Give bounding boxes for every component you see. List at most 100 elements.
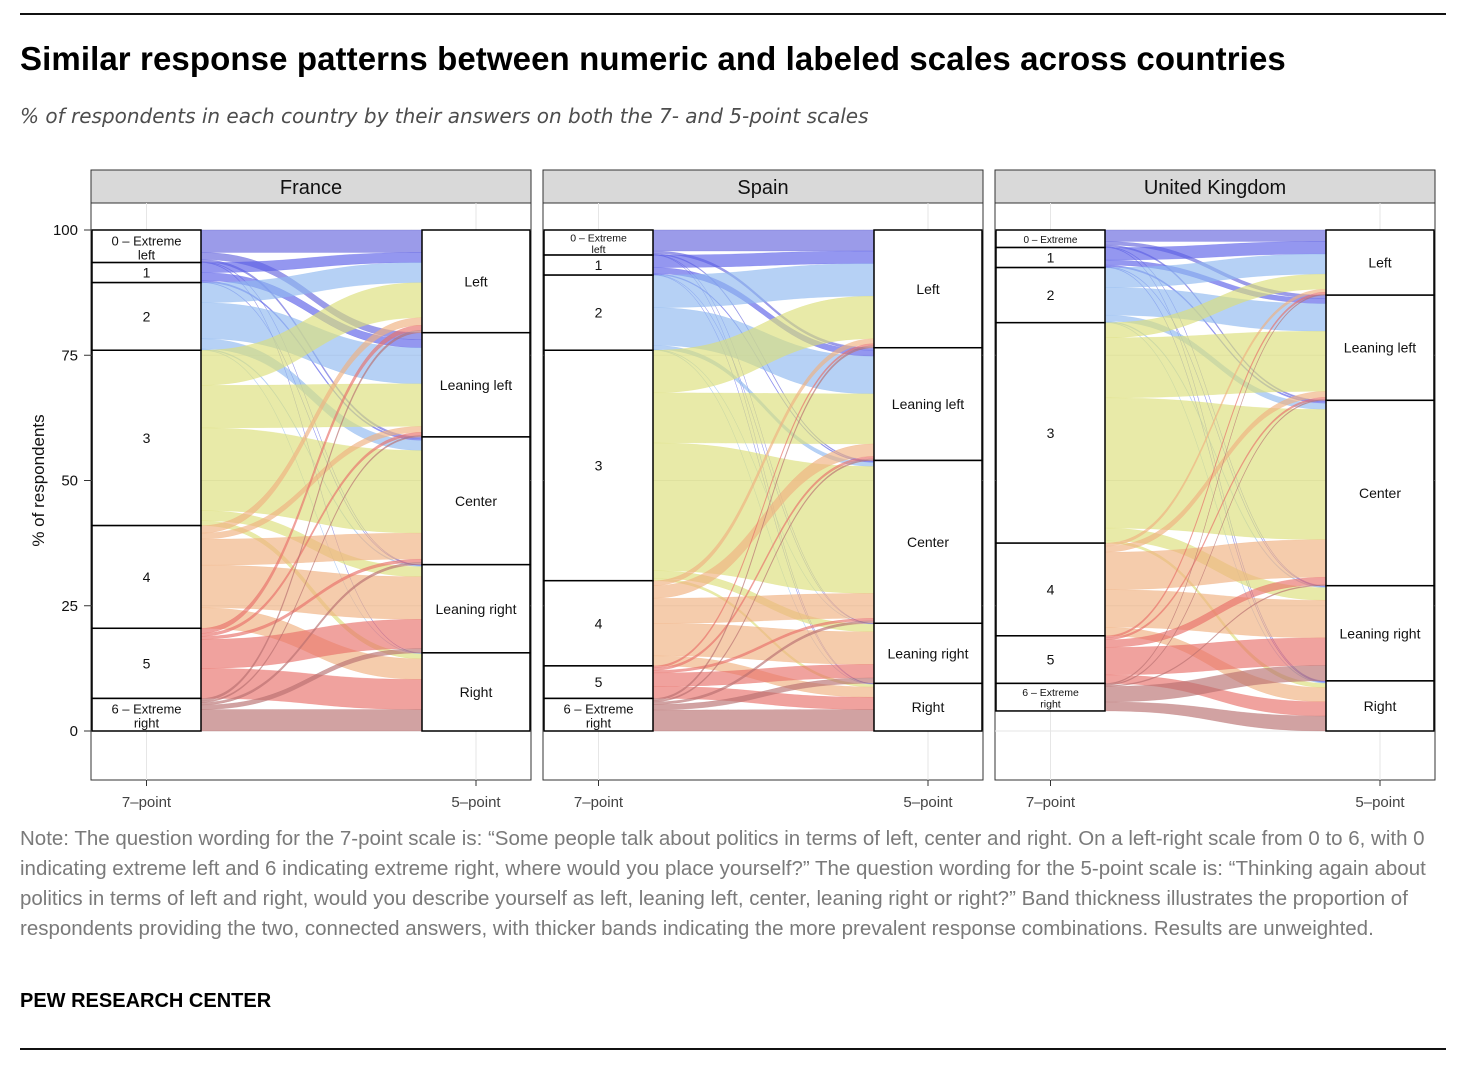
stratum-label: Leaning right (888, 645, 969, 661)
stratum-label: Left (1368, 255, 1391, 271)
stratum-label: 1 (143, 265, 151, 281)
stratum-label: 5 (595, 674, 603, 690)
stratum-7pt (543, 665, 654, 700)
stratum-7pt (91, 524, 202, 630)
stratum-label: 5 (1047, 652, 1055, 668)
chart-subtitle: % of respondents in each country by thei… (20, 104, 869, 128)
stratum-label: 6 – Extreme (1022, 687, 1079, 699)
stratum-label: Left (464, 273, 487, 289)
stratum-label: Right (460, 684, 493, 700)
chart-title: Similar response patterns between numeri… (20, 40, 1286, 77)
stratum-label: 4 (1047, 581, 1055, 597)
stratum-7pt (995, 266, 1106, 324)
stratum-label: Right (1364, 698, 1397, 714)
stratum-label: 4 (143, 569, 151, 585)
stratum-label: 1 (1047, 250, 1055, 266)
bottom-rule (20, 1048, 1446, 1050)
stratum-label: right (586, 716, 612, 731)
flow-band (200, 709, 423, 732)
stratum-5pt (421, 436, 531, 566)
stratum-7pt (91, 281, 202, 351)
stratum-7pt (91, 349, 202, 527)
panel-united-kingdom: United Kingdom 0 – Extreme 1 2 3 4 5 6 – Extrem… (994, 169, 1436, 810)
stratum-label: 3 (143, 430, 151, 446)
stratum-label: 2 (595, 305, 603, 321)
stratum-7pt (995, 682, 1106, 712)
stratum-label: Right (912, 699, 945, 715)
x-axis-label: 5–point (1355, 794, 1405, 810)
stratum-label: 3 (595, 457, 603, 473)
y-axis-label: % of respondents (29, 414, 48, 546)
stratum-label: 4 (595, 615, 603, 631)
stratum-label: Leaning right (436, 601, 517, 617)
stratum-5pt (1325, 584, 1435, 682)
x-axis-label: 7–point (574, 794, 624, 810)
stratum-7pt (543, 274, 654, 351)
stratum-label: Leaning right (1340, 625, 1421, 641)
stratum-7pt (995, 542, 1106, 637)
stratum-5pt (421, 331, 531, 438)
stratum-label: Center (907, 534, 949, 550)
stratum-label: 1 (595, 257, 603, 273)
panel-strip (542, 169, 984, 204)
stratum-label: Left (916, 281, 939, 297)
stratum-label: Leaning left (440, 377, 513, 393)
stratum-label: 6 – Extreme (111, 702, 181, 717)
panel-title: United Kingdom (1144, 177, 1286, 199)
y-tick-label: 100 (53, 222, 78, 239)
x-axis-label: 5–point (903, 794, 953, 810)
stratum-5pt (873, 622, 983, 685)
flow-band (652, 392, 875, 445)
stratum-7pt (543, 349, 654, 582)
stratum-label: 0 – Extreme (1024, 235, 1078, 246)
x-axis-label: 7–point (122, 794, 172, 810)
stratum-7pt (995, 635, 1106, 685)
panel-strip (994, 169, 1436, 204)
stratum-5pt (1325, 294, 1435, 402)
x-axis-label: 5–point (451, 794, 501, 810)
flow-band (652, 709, 875, 732)
y-tick-label: 50 (61, 473, 78, 490)
stratum-5pt (421, 652, 531, 732)
stratum-7pt (543, 229, 654, 256)
flow-band (1104, 330, 1327, 399)
stratum-5pt (1325, 680, 1435, 732)
flow-band (200, 229, 423, 253)
stratum-label: right (134, 716, 160, 731)
stratum-7pt (91, 229, 202, 264)
stratum-label: 2 (143, 308, 151, 324)
stratum-5pt (873, 346, 983, 462)
stratum-label: 6 – Extreme (563, 702, 633, 717)
stratum-5pt (1325, 229, 1435, 296)
stratum-7pt (91, 627, 202, 700)
flow-band (1104, 229, 1327, 242)
flow-band (652, 229, 875, 252)
stratum-7pt (543, 697, 654, 732)
stratum-label: Leaning left (1344, 340, 1417, 356)
stratum-label: Leaning left (892, 396, 965, 412)
source-label: PEW RESEARCH CENTER (20, 990, 272, 1012)
stratum-label: 3 (1047, 425, 1055, 441)
note-text: Note: The question wording for the 7-poi… (20, 827, 1426, 940)
panel-title: France (280, 177, 342, 199)
stratum-5pt (421, 563, 531, 654)
panel-title: Spain (737, 177, 788, 199)
stratum-5pt (873, 229, 983, 349)
stratum-5pt (873, 459, 983, 625)
y-tick-label: 25 (61, 598, 78, 615)
y-tick-label: 75 (61, 347, 78, 364)
stratum-7pt (995, 321, 1106, 544)
stratum-label: Center (455, 493, 497, 509)
y-tick-label: 0 (70, 723, 78, 740)
stratum-label: Center (1359, 485, 1401, 501)
stratum-label: 0 – Extreme (111, 233, 181, 248)
stratum-label: right (1040, 699, 1061, 711)
stratum-label: left (138, 247, 156, 262)
x-axis-label: 7–point (1026, 794, 1076, 810)
stratum-7pt (91, 697, 202, 732)
stratum-label: 0 – Extreme (570, 233, 627, 245)
stratum-label: 2 (1047, 287, 1055, 303)
stratum-label: left (591, 244, 605, 256)
